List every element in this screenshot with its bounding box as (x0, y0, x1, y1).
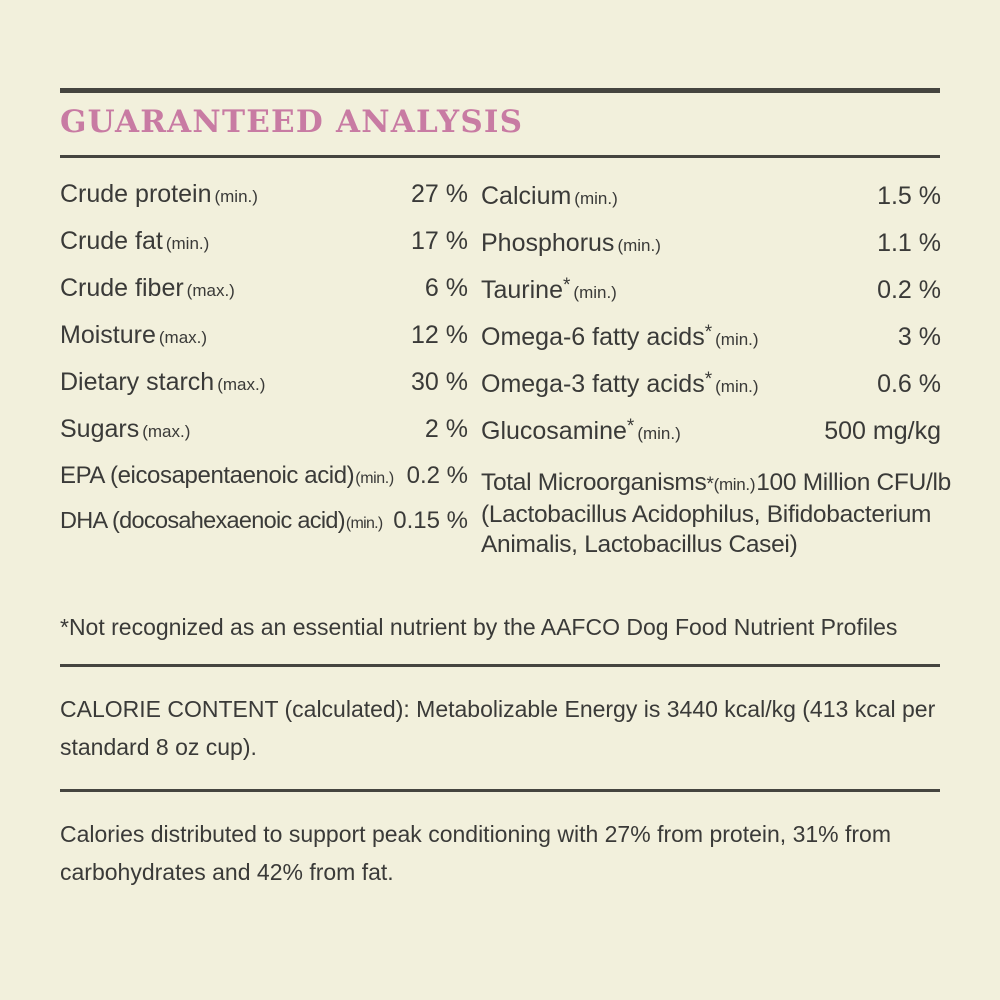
nutrient-value: 27 % (411, 180, 468, 208)
nutrient-value: 17 % (411, 227, 468, 255)
nutrient-row: Omega-3 fatty acids* (min.) 0.6 % (481, 370, 941, 417)
nutrient-value: 3 % (897, 323, 941, 351)
nutrient-row: Omega-6 fatty acids* (min.) 3 % (481, 323, 941, 370)
nutrient-row: Sugars (max.) 2 % (60, 417, 468, 464)
nutrient-value: 0.6 % (877, 370, 941, 398)
nutrient-value: 1.5 % (877, 182, 941, 210)
nutrient-value: 2 % (424, 415, 468, 443)
microorganisms-headline: Total Microorganisms * (min.) 100 Million C… (481, 469, 951, 496)
microorganisms-block: Total Microorganisms * (min.) 100 Million C… (481, 468, 951, 560)
nutrient-value: 0.15 % (393, 507, 468, 534)
nutrient-value: 0.2 % (877, 276, 941, 304)
nutrient-name: Crude fat (min.) (60, 227, 210, 255)
nutrient-value: 500 mg/kg (824, 417, 941, 445)
nutrient-value: 12 % (411, 321, 468, 349)
nutrient-value: 30 % (411, 368, 468, 396)
nutrient-row: DHA (docosahexaenoic acid)(min.) 0.15 % (60, 507, 468, 554)
divider-above-calorie-distribution (60, 789, 940, 792)
nutrient-name: Crude protein (min.) (60, 180, 258, 208)
nutrient-row: Phosphorus (min.) 1.1 % (481, 229, 941, 276)
page-title: GUARANTEED ANALYSIS (60, 104, 524, 140)
microorganisms-amount: 100 Million CFU/lb (756, 469, 951, 496)
nutrient-row: Calcium (min.) 1.5 % (481, 182, 941, 229)
nutrient-value: 1.1 % (877, 229, 941, 257)
calorie-content-text: CALORIE CONTENT (calculated): Metaboliza… (60, 696, 936, 760)
nutrient-name: Crude fiber (max.) (60, 274, 235, 302)
nutrient-row: Glucosamine* (min.) 500 mg/kg (481, 417, 941, 464)
nutrient-row: EPA (eicosapentaenoic acid)(min.) 0.2 % (60, 464, 468, 509)
divider-under-title (60, 155, 940, 158)
divider-top (60, 88, 940, 93)
nutrient-row: Moisture (max.) 12 % (60, 323, 468, 370)
nutrient-name: Phosphorus (min.) (481, 229, 661, 257)
microorganisms-strains: (Lactobacillus Acidophilus, Bifidobacter… (481, 501, 932, 558)
nutrient-value: 0.2 % (406, 462, 468, 489)
nutrient-name: Dietary starch (max.) (60, 368, 266, 396)
nutrient-name: Taurine* (min.) (481, 275, 617, 304)
nutrient-row: Crude protein (min.) 27 % (60, 182, 468, 229)
nutrient-column-left: Crude protein (min.) 27 % Crude fat (min.)… (60, 182, 468, 554)
nutrient-row: Crude fiber (max.) 6 % (60, 276, 468, 323)
nutrient-name: Omega-6 fatty acids* (min.) (481, 322, 759, 351)
nutrient-row: Crude fat (min.) 17 % (60, 229, 468, 276)
nutrient-name: Sugars (max.) (60, 415, 191, 443)
nutrient-name: Glucosamine* (min.) (481, 416, 681, 445)
divider-above-calorie-content (60, 664, 940, 667)
asterisk-footnote: *Not recognized as an essential nutrient… (60, 614, 898, 640)
nutrient-name: Moisture (max.) (60, 321, 208, 349)
nutrient-name: Calcium (min.) (481, 182, 618, 210)
nutrient-value: 6 % (424, 274, 468, 302)
nutrient-column-right: Calcium (min.) 1.5 % Phosphorus (min.) 1.1… (481, 182, 951, 560)
nutrient-name: EPA (eicosapentaenoic acid)(min.) (60, 462, 394, 489)
calorie-distribution-text: Calories distributed to support peak con… (60, 821, 891, 885)
nutrient-name: Omega-3 fatty acids* (min.) (481, 369, 759, 398)
nutrient-row: Taurine* (min.) 0.2 % (481, 276, 941, 323)
nutrient-row: Dietary starch (max.) 30 % (60, 370, 468, 417)
nutrient-name: DHA (docosahexaenoic acid)(min.) (60, 507, 383, 533)
